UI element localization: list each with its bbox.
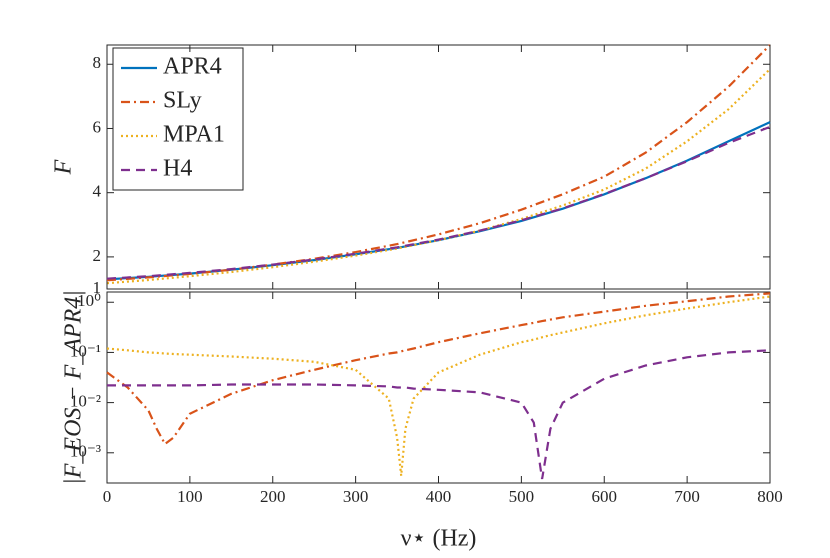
series-line	[107, 349, 771, 480]
y-tick-label: 2	[93, 246, 102, 265]
series-line	[106, 125, 771, 280]
y-tick-label: 10⁰	[77, 291, 101, 310]
y-tick-label: 4	[93, 182, 102, 201]
legend-label: MPA1	[163, 122, 225, 148]
legend-label: APR4	[163, 54, 222, 80]
legend-label: H4	[163, 156, 192, 182]
y-axis-label: |F_EOS − F_APR4|	[61, 290, 87, 485]
y-tick-label: 1	[93, 278, 102, 297]
plot-area	[106, 291, 771, 484]
y-tick-label: 8	[93, 53, 102, 72]
series-line	[106, 68, 771, 285]
x-tick-label: 200	[260, 487, 286, 506]
x-tick-label: 500	[509, 487, 535, 506]
x-tick-label: 700	[674, 487, 700, 506]
series-line	[106, 44, 771, 282]
x-tick-label: 400	[426, 487, 452, 506]
x-axis-label: ν⋆ (Hz)	[401, 526, 477, 552]
legend-label: SLy	[163, 88, 202, 114]
y-tick-label: 6	[93, 117, 102, 136]
x-tick-label: 100	[177, 487, 203, 506]
x-tick-label: 600	[592, 487, 618, 506]
x-tick-label: 300	[343, 487, 369, 506]
series-line	[106, 295, 771, 476]
y-tick-label: 10⁻²	[70, 392, 101, 411]
x-tick-label: 800	[757, 487, 783, 506]
series-line	[106, 292, 771, 446]
y-tick-label: 10⁻¹	[70, 341, 101, 360]
legend-box	[112, 47, 244, 191]
y-axis-label: F	[51, 159, 77, 175]
y-tick-label: 10⁻³	[70, 442, 101, 461]
x-tick-label: 0	[103, 487, 112, 506]
